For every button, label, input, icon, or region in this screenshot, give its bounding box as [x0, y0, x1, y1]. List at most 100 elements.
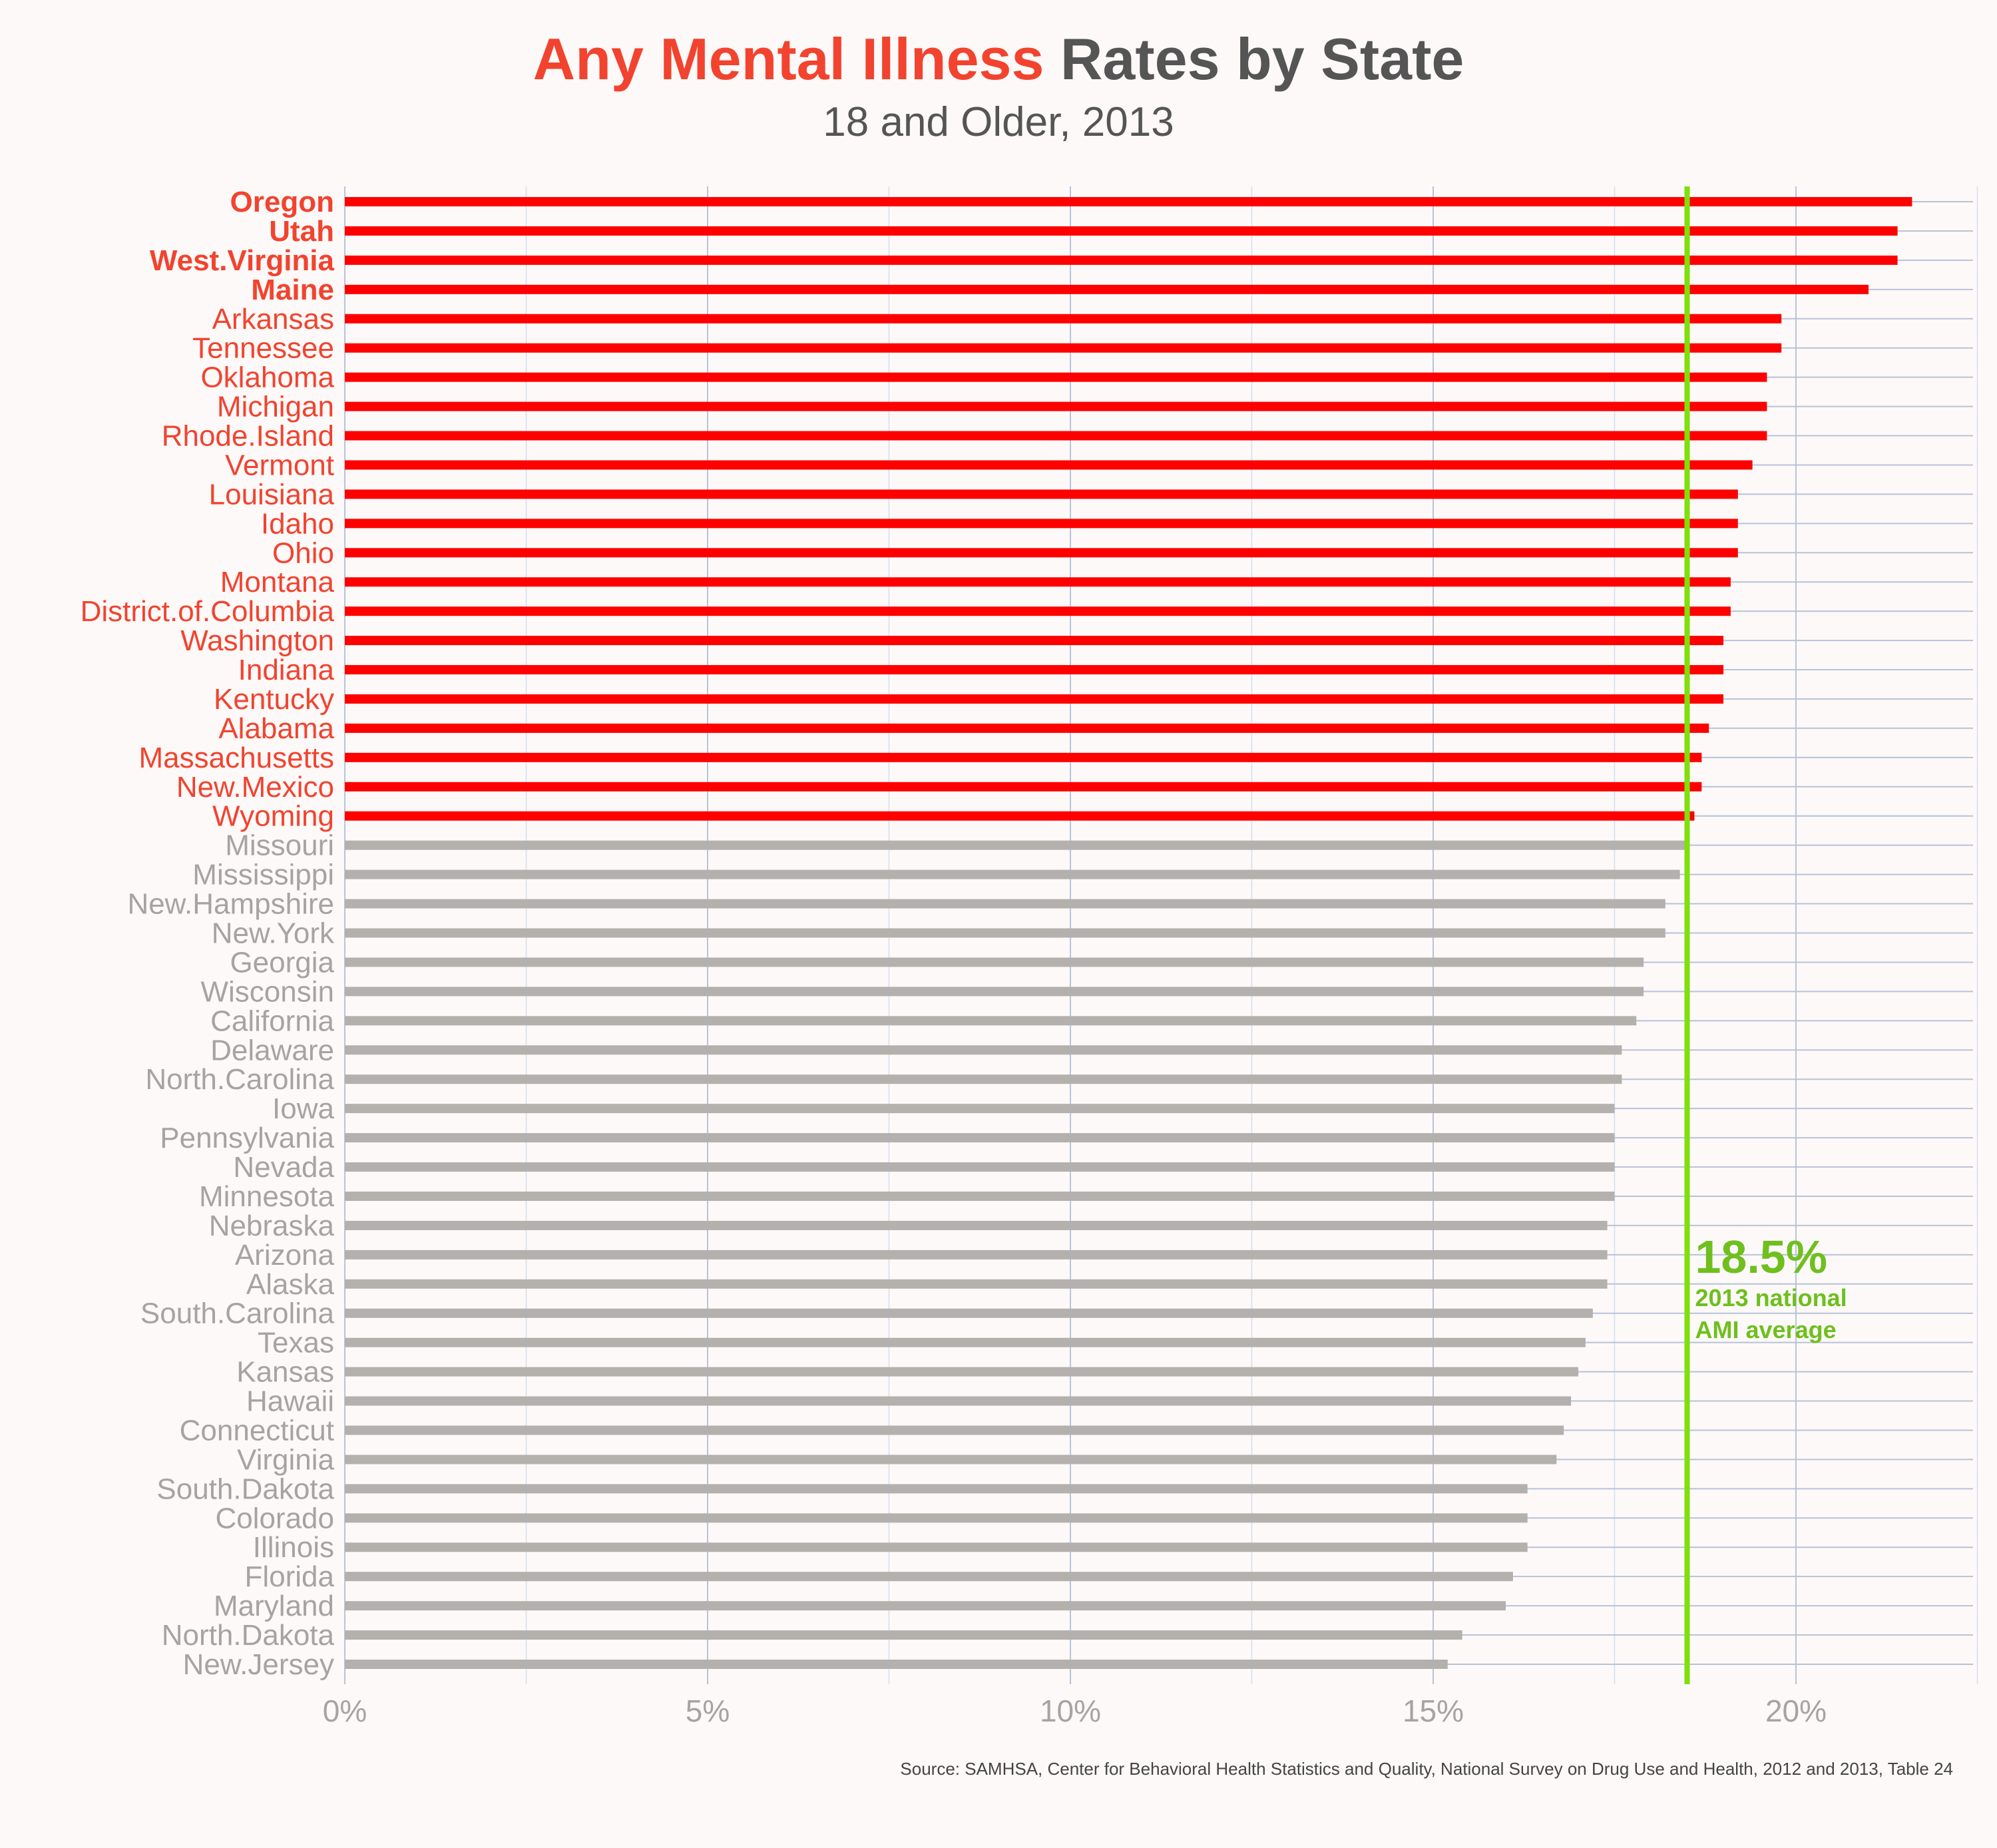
bar — [345, 1074, 1622, 1084]
category-label: Alaska — [246, 1268, 335, 1301]
bar — [345, 1250, 1608, 1260]
category-label: New.Jersey — [183, 1648, 334, 1681]
annotation-line-1: 2013 national — [1695, 1284, 1847, 1311]
category-label: North.Carolina — [145, 1063, 334, 1096]
bar — [345, 401, 1767, 411]
bar — [345, 694, 1723, 704]
category-label: District.of.Columbia — [81, 595, 335, 628]
chart-title-highlight: Any Mental Illness — [533, 26, 1044, 92]
bar — [345, 1104, 1615, 1114]
bar — [345, 577, 1731, 587]
category-label: New.York — [212, 917, 335, 950]
bar — [345, 1455, 1557, 1465]
bar — [345, 197, 1912, 206]
category-label: Minnesota — [199, 1180, 335, 1213]
category-label: South.Carolina — [140, 1297, 335, 1330]
category-label: Michigan — [217, 391, 334, 423]
category-label: Mississippi — [192, 859, 334, 891]
bar — [345, 1572, 1513, 1582]
bar — [345, 636, 1723, 646]
bar — [345, 782, 1702, 792]
category-label: Massachusetts — [139, 742, 334, 774]
bar — [345, 606, 1731, 616]
category-label: Utah — [269, 215, 334, 248]
bar — [345, 1425, 1564, 1435]
category-label-layer: OregonUtahWest.VirginiaMaineArkansasTenn… — [81, 186, 335, 1681]
category-label: North.Dakota — [162, 1619, 335, 1652]
bar — [345, 1513, 1528, 1523]
category-label: Florida — [245, 1560, 335, 1593]
bar — [345, 1045, 1622, 1055]
category-label: Washington — [180, 624, 334, 657]
bar — [345, 811, 1695, 821]
category-label: Hawaii — [246, 1385, 334, 1418]
category-label: New.Mexico — [176, 771, 334, 804]
bar — [345, 489, 1738, 499]
bar — [345, 1660, 1448, 1669]
x-tick-label: 20% — [1765, 1694, 1827, 1728]
annotation-value: 18.5% — [1695, 1231, 1827, 1283]
category-label: Oregon — [230, 186, 334, 218]
category-label: California — [210, 1005, 334, 1037]
category-label: West.Virginia — [150, 244, 335, 277]
category-label: Delaware — [210, 1034, 334, 1066]
category-label: Texas — [258, 1327, 334, 1359]
category-label: Alabama — [218, 712, 334, 745]
x-tick-label: 0% — [323, 1694, 367, 1728]
bar — [345, 548, 1738, 558]
category-label: South.Dakota — [156, 1473, 334, 1505]
bar — [345, 460, 1753, 470]
bar — [345, 1337, 1586, 1347]
bar — [345, 1279, 1608, 1289]
chart-subtitle: 18 and Older, 2013 — [823, 99, 1174, 145]
category-label: Connecticut — [180, 1414, 334, 1447]
category-label: Nebraska — [209, 1210, 335, 1242]
bar — [345, 519, 1738, 529]
category-label: Pennsylvania — [160, 1122, 334, 1154]
category-label: Indiana — [238, 654, 335, 686]
bar — [345, 1133, 1615, 1143]
bar — [345, 1396, 1572, 1406]
bar — [345, 1630, 1462, 1640]
bar — [345, 987, 1644, 997]
category-label: Wyoming — [212, 800, 334, 833]
category-label: Oklahoma — [200, 361, 334, 394]
source-note: Source: SAMHSA, Center for Behavioral He… — [900, 1759, 1953, 1779]
category-label: Missouri — [225, 829, 334, 862]
bar — [345, 752, 1702, 762]
bar — [345, 431, 1767, 441]
category-label: Louisiana — [209, 478, 335, 511]
bar — [345, 899, 1665, 909]
bar — [345, 1016, 1637, 1026]
bar-layer — [345, 197, 1912, 1669]
chart-title: Any Mental Illness Rates by State — [0, 25, 1997, 93]
bar — [345, 1601, 1506, 1611]
bar — [345, 343, 1782, 353]
bar — [345, 1542, 1528, 1552]
category-label: Kansas — [236, 1356, 334, 1389]
category-label: Maryland — [214, 1590, 334, 1622]
category-label: Montana — [220, 566, 335, 598]
bar — [345, 1191, 1615, 1201]
category-label: Kentucky — [214, 683, 334, 716]
category-label: Rhode.Island — [162, 420, 334, 453]
bar — [345, 723, 1709, 733]
bar — [345, 1220, 1608, 1230]
bar — [345, 665, 1723, 675]
category-label: Iowa — [272, 1092, 334, 1125]
category-label: Arizona — [235, 1239, 335, 1271]
category-label: Tennessee — [192, 332, 334, 365]
chart-title-rest: Rates by State — [1060, 26, 1464, 92]
bar — [345, 840, 1687, 850]
bar — [345, 1162, 1615, 1172]
category-label: Virginia — [237, 1443, 334, 1476]
bar — [345, 957, 1644, 967]
category-label: Idaho — [261, 507, 334, 540]
bar — [345, 314, 1782, 324]
category-label: Georgia — [230, 946, 334, 979]
category-label: Maine — [251, 274, 334, 306]
category-label: Nevada — [233, 1151, 334, 1184]
category-label: Ohio — [272, 537, 334, 569]
bar — [345, 1308, 1593, 1318]
